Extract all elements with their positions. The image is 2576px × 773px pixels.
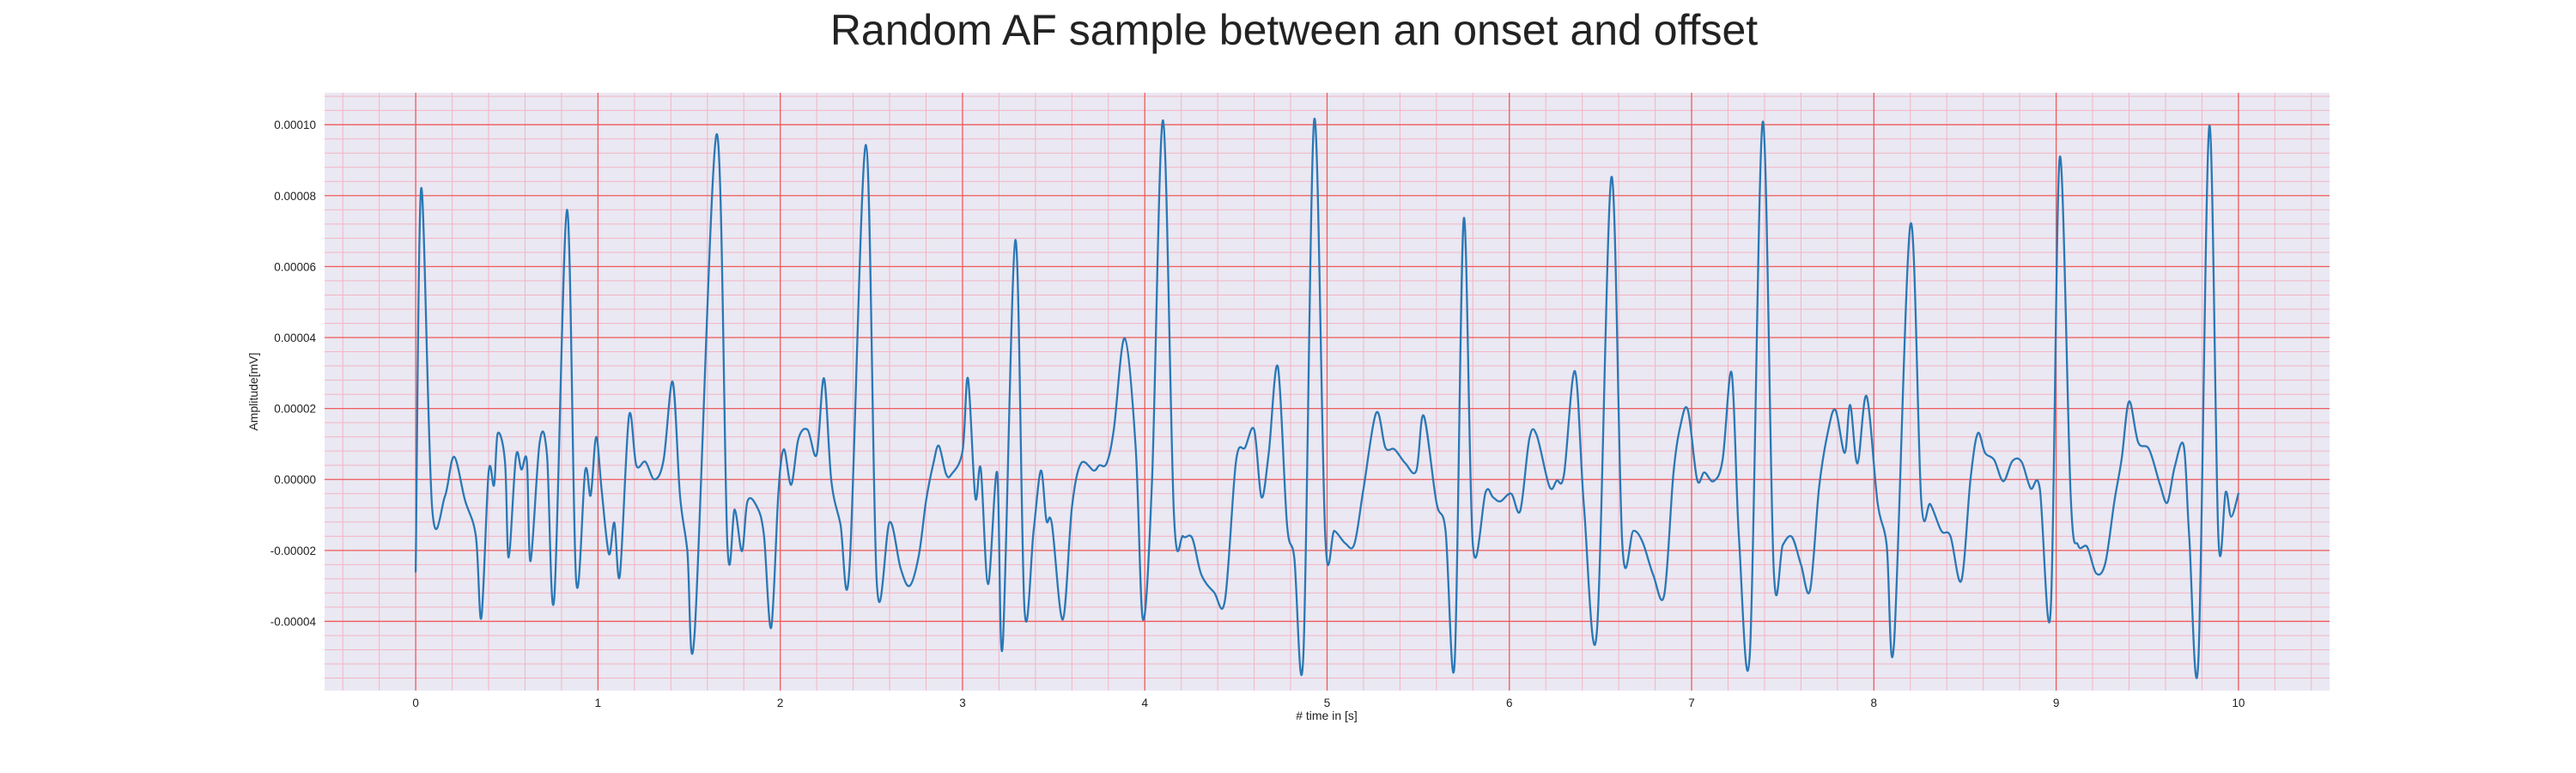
x-tick-label: 2 — [777, 697, 784, 709]
x-tick-label: 7 — [1688, 697, 1695, 709]
x-tick-label: 6 — [1506, 697, 1513, 709]
x-tick-label: 10 — [2232, 697, 2245, 709]
y-tick-label: -0.00004 — [270, 615, 317, 628]
y-axis-label: Amplitude[mV] — [246, 352, 260, 430]
y-axis-ticks: -0.00004 -0.00002 0.00000 0.00002 0.00004 0.0… — [270, 119, 317, 628]
y-tick-label: -0.00002 — [270, 545, 316, 557]
x-tick-label: 3 — [959, 697, 966, 709]
x-tick-label: 5 — [1324, 697, 1331, 709]
x-tick-label: 0 — [412, 697, 419, 709]
x-tick-label: 9 — [2053, 697, 2060, 709]
y-tick-label: 0.00006 — [274, 260, 316, 273]
x-tick-label: 4 — [1141, 697, 1148, 709]
y-tick-label: 0.00000 — [274, 473, 316, 486]
x-tick-label: 1 — [595, 697, 602, 709]
series-line — [414, 118, 2240, 679]
y-tick-label: 0.00002 — [274, 403, 316, 416]
y-tick-label: 0.00004 — [274, 332, 316, 344]
x-tick-label: 8 — [1871, 697, 1878, 709]
x-axis-ticks: 0 1 2 3 4 5 6 7 8 9 10 — [412, 697, 2245, 709]
x-axis-label: # time in [s] — [1296, 709, 1358, 722]
chart-title: Random AF sample between an onset and of… — [830, 6, 1758, 54]
y-tick-label: 0.00008 — [274, 190, 316, 203]
y-tick-label: 0.00010 — [274, 119, 316, 131]
